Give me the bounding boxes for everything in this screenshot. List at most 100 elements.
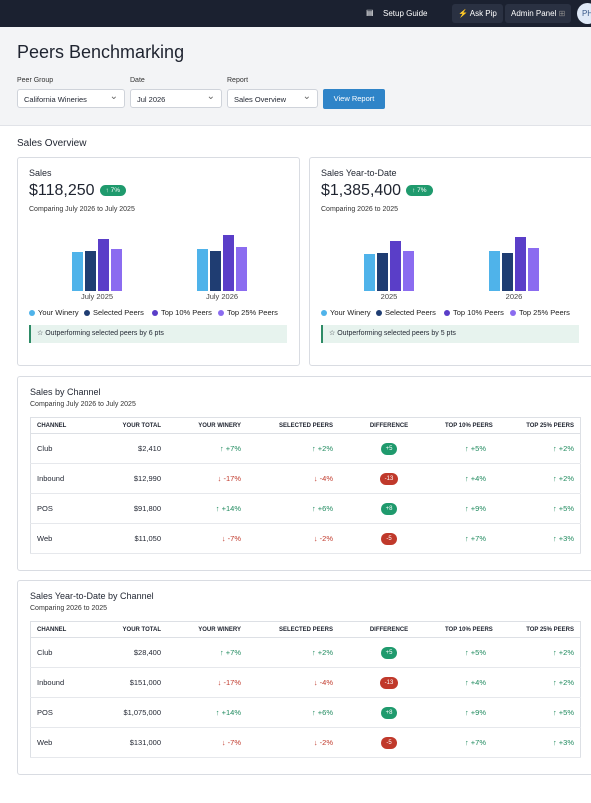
table-cell: ↑ +5% <box>492 697 581 728</box>
data-table: CHANNEL YOUR TOTAL YOUR WINERY SELECTED PEE… <box>30 417 581 554</box>
table-row: Inbound $12,990 ↓ -17% ↓ -4% -13 ↑ +4% ↑ +2% <box>30 463 581 494</box>
cell-text: ↓ -17% <box>217 474 241 483</box>
avatar[interactable]: PH <box>577 3 591 24</box>
change-badge: ↑ 7% <box>406 185 433 196</box>
table-cell: Club <box>30 433 102 464</box>
note: ☆ Outperforming selected peers by 6 pts <box>29 325 287 343</box>
bar <box>197 249 208 291</box>
bar <box>515 237 526 291</box>
table-cell: ↑ +14% <box>167 697 247 728</box>
legend-swatch <box>29 310 35 316</box>
table-cell: $91,800 <box>102 493 167 524</box>
cell-text: POS <box>37 708 53 717</box>
table-cell: $2,410 <box>102 433 167 464</box>
ask-pip[interactable]: ⚡ Ask Pip <box>452 4 503 23</box>
cell-text: ↑ +7% <box>219 648 241 657</box>
cell-text: ↓ -17% <box>217 678 241 687</box>
table-cell: ↑ +2% <box>247 637 339 668</box>
table-cell: ↑ +7% <box>167 433 247 464</box>
legend-swatch <box>444 310 450 316</box>
card-comparison: Comparing 2026 to 2025 <box>321 206 399 213</box>
bar <box>85 251 96 291</box>
cell-text: ↑ +7% <box>464 534 486 543</box>
bar-chart: 2025 2026 Your Winery Selected Peers Top 10%… <box>321 237 570 317</box>
table-cell: Inbound <box>30 667 102 698</box>
cell-text: Club <box>37 444 53 453</box>
table-cell: ↑ +7% <box>439 727 492 758</box>
card: Sales Year-to-Date $1,385,400 ↑ 7% Comparin… <box>309 157 591 366</box>
cell-text: ↑ +3% <box>552 534 574 543</box>
table-cell: ↑ +2% <box>492 433 581 464</box>
difference-badge: +8 <box>380 502 398 515</box>
note: ☆ Outperforming selected peers by 5 pts <box>321 325 579 343</box>
setup-guide[interactable]: Setup Guide <box>383 9 428 18</box>
table-cell: ↓ -2% <box>247 523 339 554</box>
filter-select[interactable]: Sales Overview <box>227 87 318 108</box>
difference-badge: -5 <box>381 736 397 749</box>
cell-text: ↑ +5% <box>464 444 486 453</box>
table-cell: ↓ -7% <box>167 523 247 554</box>
cell-text: ↑ +9% <box>464 504 486 513</box>
cell-text: ↑ +6% <box>311 504 333 513</box>
cell-text: Web <box>37 738 53 747</box>
table-row: Inbound $151,000 ↓ -17% ↓ -4% -13 ↑ +4% ↑ +2% <box>30 667 581 698</box>
column-header: DIFFERENCE <box>339 621 439 638</box>
table-cell: ↑ +3% <box>492 727 581 758</box>
table-title: Sales by Channel <box>30 387 101 397</box>
table-cell: $11,050 <box>102 523 167 554</box>
legend-swatch <box>152 310 158 316</box>
legend-swatch <box>84 310 90 316</box>
value: $1,385,400 <box>321 182 402 199</box>
cell-text: ↓ -4% <box>313 474 333 483</box>
table-cell: $28,400 <box>102 637 167 668</box>
table-cell: POS <box>30 697 102 728</box>
column-header: DIFFERENCE <box>339 417 439 434</box>
bar <box>111 249 122 291</box>
column-header: TOP 25% PEERS <box>492 417 581 434</box>
cell-text: ↑ +2% <box>552 678 574 687</box>
admin-panel[interactable]: Admin Panel ⊞ <box>505 4 572 23</box>
cell-text: ↓ -7% <box>221 738 241 747</box>
table-cell: ↑ +2% <box>492 463 581 494</box>
cell-text: ↓ -4% <box>313 678 333 687</box>
legend-label: Top 10% Peers <box>161 308 212 317</box>
table-cell: Web <box>30 523 102 554</box>
column-header: SELECTED PEERS <box>247 417 339 434</box>
filter-select[interactable]: Jul 2026 <box>130 87 222 108</box>
table-title: Sales Year-to-Date by Channel <box>30 591 154 601</box>
category-label: 2025 <box>381 292 398 301</box>
cell-text: ↑ +2% <box>311 444 333 453</box>
cell-text: ↓ -7% <box>221 534 241 543</box>
bar <box>489 251 500 291</box>
table-cell: POS <box>30 493 102 524</box>
bar <box>236 247 247 291</box>
cell-text: Inbound <box>37 678 65 687</box>
legend-label: Selected Peers <box>385 308 436 317</box>
table-cell: ↑ +6% <box>247 493 339 524</box>
header: Peers Benchmarking Peer Group California … <box>0 27 591 126</box>
table-comparison: Comparing 2026 to 2025 <box>30 605 108 612</box>
view-report[interactable]: View Report <box>323 89 385 109</box>
legend-label: Your Winery <box>38 308 79 317</box>
column-header: YOUR WINERY <box>167 621 247 638</box>
cell-text: POS <box>37 504 53 513</box>
cell-text: ↑ +3% <box>552 738 574 747</box>
header-row: CHANNEL YOUR TOTAL YOUR WINERY SELECTED PEE… <box>30 621 581 638</box>
cell-text: ↑ +2% <box>552 648 574 657</box>
bar <box>223 235 234 291</box>
difference-badge: +5 <box>380 646 398 659</box>
table-cell: ↑ +6% <box>247 697 339 728</box>
table-row: Web $11,050 ↓ -7% ↓ -2% -5 ↑ +7% ↑ +3% <box>30 523 581 554</box>
grid-icon: ⊞ <box>558 9 566 18</box>
column-header: YOUR TOTAL <box>102 621 167 638</box>
card-title: Sales Year-to-Date <box>321 168 397 178</box>
table-row: Club $2,410 ↑ +7% ↑ +2% +5 ↑ +5% ↑ +2% <box>30 433 581 464</box>
legend-label: Your Winery <box>330 308 371 317</box>
table-comparison: Comparing July 2026 to July 2025 <box>30 401 136 408</box>
table-row: POS $1,075,000 ↑ +14% ↑ +6% +8 ↑ +9% ↑ +5% <box>30 697 581 728</box>
table-cell: $12,990 <box>102 463 167 494</box>
cell-text: $12,990 <box>133 474 161 483</box>
cell-text: $151,000 <box>129 678 161 687</box>
legend-swatch <box>376 310 382 316</box>
filter-select[interactable]: California Wineries <box>17 87 125 108</box>
